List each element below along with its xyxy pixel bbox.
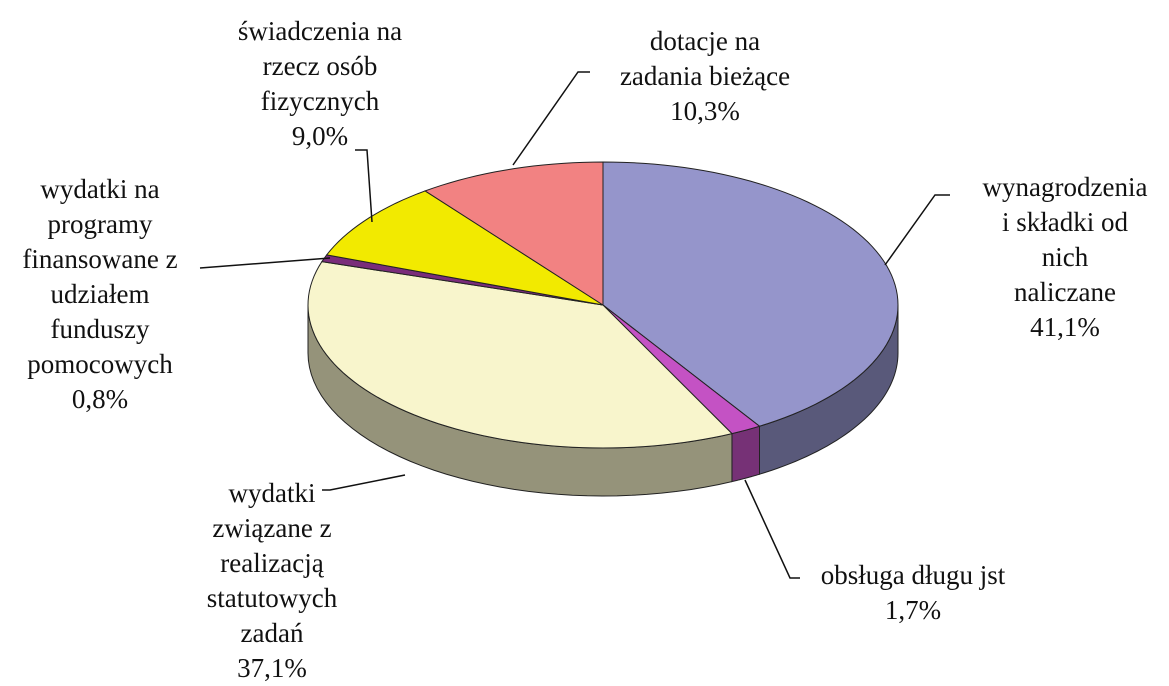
leader-line bbox=[512, 71, 590, 166]
category-label: wynagrodzenia i składki od nich naliczan… bbox=[982, 172, 1148, 307]
slice bbox=[307, 261, 733, 449]
value-label: 1,7% bbox=[884, 595, 942, 625]
slice-label: obsługa długu jst 1,7% bbox=[821, 558, 1006, 628]
value-label: 37,1% bbox=[237, 653, 307, 683]
slice bbox=[325, 190, 604, 306]
value-label: 10,3% bbox=[670, 96, 740, 126]
category-label: świadczenia na rzecz osób fizycznych bbox=[237, 16, 403, 116]
slice bbox=[602, 161, 899, 427]
slice-label: świadczenia na rzecz osób fizycznych 9,0% bbox=[238, 14, 402, 154]
leader-line bbox=[199, 257, 331, 269]
leader-line bbox=[884, 194, 950, 266]
slice-label: wydatki związane z realizacją statutowyc… bbox=[207, 476, 337, 686]
slice-label: dotacje na zadania bieżące 10,3% bbox=[620, 24, 790, 129]
slice-label: wydatki na programy finansowane z udział… bbox=[22, 172, 177, 417]
value-label: 9,0% bbox=[291, 121, 349, 151]
slice-label: wynagrodzenia i składki od nich naliczan… bbox=[983, 170, 1148, 345]
slice-side bbox=[731, 425, 761, 483]
leader-line bbox=[322, 474, 406, 491]
leader-line bbox=[355, 149, 373, 223]
value-label: 41,1% bbox=[1030, 312, 1100, 342]
category-label: dotacje na zadania bieżące bbox=[619, 26, 791, 91]
slice bbox=[424, 161, 604, 306]
leader-line bbox=[744, 479, 800, 579]
category-label: obsługa długu jst bbox=[820, 560, 1006, 590]
value-label: 0,8% bbox=[71, 384, 129, 414]
category-label: wydatki związane z realizacją statutowyc… bbox=[206, 478, 338, 648]
category-label: wydatki na programy finansowane z udział… bbox=[22, 174, 178, 379]
